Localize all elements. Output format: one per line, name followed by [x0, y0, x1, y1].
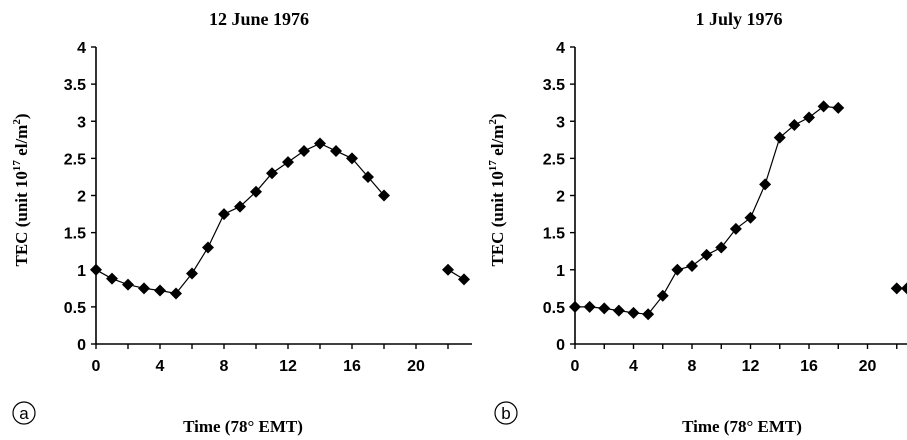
x-tick-label: 8	[220, 358, 229, 375]
chart-title: 1 July 1976	[695, 9, 782, 29]
y-tick-label: 2	[77, 189, 86, 206]
x-axis-label: Time (78° EMT)	[682, 417, 802, 436]
panel-label-circle	[12, 401, 36, 425]
data-point	[378, 189, 390, 202]
data-point	[362, 170, 374, 183]
data-point	[202, 241, 214, 254]
data-point	[234, 200, 246, 213]
data-point	[346, 152, 358, 165]
data-point	[598, 302, 611, 315]
data-point	[458, 273, 470, 286]
y-tick-label: 3.5	[64, 77, 86, 94]
y-tick-label: 2.5	[64, 151, 86, 168]
x-tick-label: 12	[279, 358, 297, 375]
data-point	[583, 300, 596, 313]
data-point	[715, 241, 728, 254]
series-line	[575, 105, 839, 315]
y-tick-label: 4	[77, 40, 86, 57]
y-tick-label: 2.5	[543, 151, 565, 168]
y-tick-label: 1.5	[64, 226, 86, 243]
data-point	[170, 287, 182, 300]
data-point	[122, 278, 134, 291]
data-point	[686, 260, 699, 273]
data-point	[817, 100, 830, 113]
x-tick-label: 8	[688, 358, 697, 375]
panel-label-circle	[494, 401, 518, 425]
data-point	[773, 131, 786, 144]
x-tick-label: 4	[629, 358, 638, 375]
data-point	[90, 263, 102, 276]
data-point	[627, 306, 640, 319]
y-tick-label: 4	[556, 40, 565, 57]
y-tick-label: 0.5	[543, 300, 565, 317]
data-point	[186, 267, 198, 280]
data-point	[154, 284, 166, 297]
y-tick-label: 2	[556, 189, 565, 206]
y-tick-label: 1.5	[543, 226, 565, 243]
chart-panel-a: 12 June 1976 TEC (unit 1017 el/m2) Time …	[11, 9, 472, 436]
y-tick-label: 0	[556, 337, 565, 354]
data-point	[729, 222, 742, 235]
x-tick-label: 4	[156, 358, 165, 375]
data-point	[642, 308, 655, 321]
data-point	[138, 282, 150, 295]
y-tick-label: 1	[556, 263, 565, 280]
y-tick-label: 1	[77, 263, 86, 280]
x-tick-label: 12	[742, 358, 760, 375]
panel-label: a	[19, 404, 29, 423]
data-point	[250, 185, 262, 198]
data-point	[901, 282, 907, 295]
data-point	[442, 263, 454, 276]
data-point	[282, 156, 294, 169]
y-tick-label: 0.5	[64, 300, 86, 317]
data-point	[106, 272, 118, 285]
y-tick-label: 0	[77, 337, 86, 354]
x-axis-label: Time (78° EMT)	[183, 417, 303, 436]
y-tick-label: 3.5	[543, 77, 565, 94]
x-tick-label: 16	[800, 358, 818, 375]
data-point	[330, 144, 342, 157]
series-line	[95, 142, 385, 295]
y-tick-label: 3	[556, 114, 565, 131]
x-tick-label: 0	[92, 358, 101, 375]
x-tick-label: 0	[571, 358, 580, 375]
panel-label: b	[501, 404, 510, 423]
data-point	[832, 101, 845, 114]
data-point	[612, 304, 625, 317]
data-point	[656, 289, 669, 302]
data-point	[314, 137, 326, 150]
x-tick-label: 20	[407, 358, 425, 375]
data-point	[803, 111, 816, 124]
y-tick-label: 3	[77, 114, 86, 131]
data-point	[266, 167, 278, 180]
data-point	[218, 208, 230, 221]
data-point	[744, 211, 757, 224]
y-axis-label: TEC (unit 1017 el/m2)	[487, 114, 507, 267]
chart-title: 12 June 1976	[209, 9, 309, 29]
data-point	[671, 263, 684, 276]
data-point	[890, 282, 903, 295]
data-point	[788, 118, 801, 131]
data-point	[759, 178, 772, 191]
x-tick-label: 16	[343, 358, 361, 375]
y-axis-label: TEC (unit 1017 el/m2)	[11, 114, 31, 267]
x-tick-label: 20	[859, 358, 877, 375]
data-point	[700, 248, 713, 261]
data-point	[569, 300, 581, 313]
chart-panel-b: 1 July 1976 TEC (unit 1017 el/m2) Time (…	[487, 9, 907, 436]
data-point	[298, 144, 310, 157]
